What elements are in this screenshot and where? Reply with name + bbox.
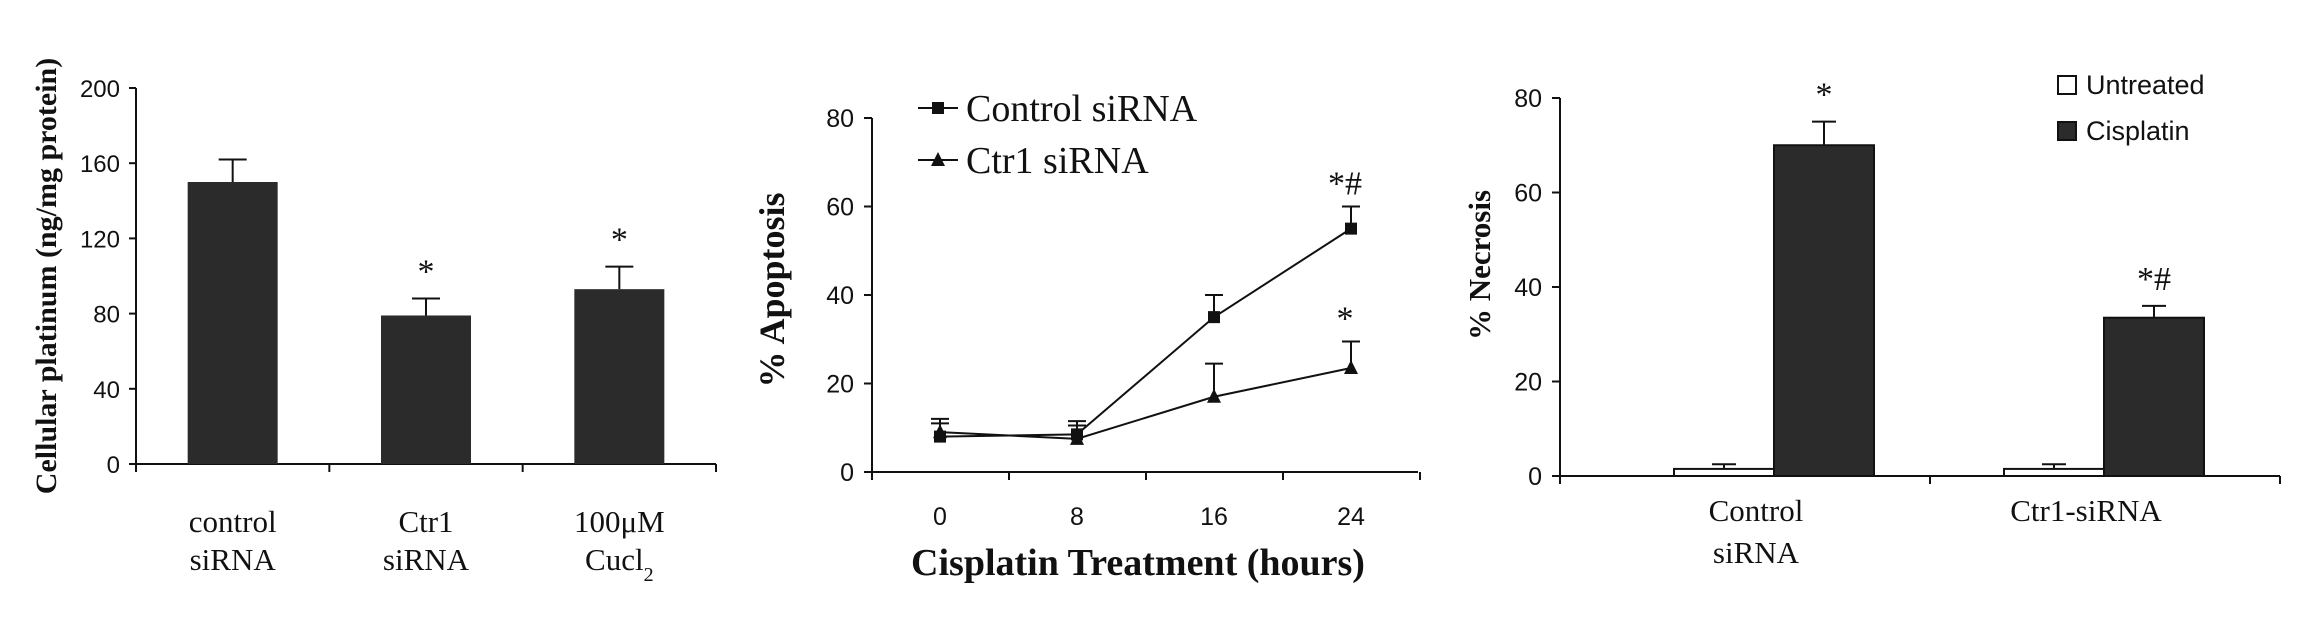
apoptosis-x-tick-label: 0 bbox=[933, 503, 947, 531]
necrosis-y-tick-label: 0 bbox=[1528, 463, 1542, 491]
necrosis-significance-label: *# bbox=[2137, 261, 2171, 298]
platinum-bars: ** bbox=[187, 158, 665, 464]
necrosis-category-label: siRNA bbox=[1713, 535, 1800, 570]
necrosis-legend-label: Cisplatin bbox=[2086, 116, 2190, 146]
apoptosis-significance-label: * bbox=[1337, 300, 1354, 337]
apoptosis-x-tick-label: 16 bbox=[1200, 503, 1228, 531]
necrosis-cisplatin-bar bbox=[2103, 316, 2205, 477]
platinum-y-tick-label: 120 bbox=[80, 226, 120, 253]
necrosis-legend-label: Untreated bbox=[2086, 70, 2205, 100]
platinum-bar bbox=[381, 315, 471, 464]
apoptosis-legend-label: Ctr1 siRNA bbox=[966, 140, 1149, 182]
apoptosis-series-line bbox=[939, 367, 1352, 440]
platinum-chart: Cellular platinum (ng/mg protein) 0 40 80 1… bbox=[30, 58, 717, 586]
apoptosis-y-tick-label: 0 bbox=[840, 459, 854, 487]
platinum-category-label: siRNA bbox=[190, 542, 277, 577]
apoptosis-y-tick-label: 20 bbox=[826, 371, 854, 399]
necrosis-category-labels: Control siRNA Ctr1-siRNA bbox=[1709, 493, 2163, 570]
apoptosis-triangle-marker bbox=[1344, 360, 1358, 375]
apoptosis-y-tick-label: 80 bbox=[826, 105, 854, 133]
platinum-y-label: Cellular platinum (ng/mg protein) bbox=[30, 58, 63, 494]
apoptosis-triangle-marker bbox=[1207, 388, 1221, 403]
apoptosis-y-tick-label: 60 bbox=[826, 194, 854, 222]
necrosis-y-tick-label: 40 bbox=[1514, 274, 1542, 302]
platinum-y-tick-label: 200 bbox=[80, 76, 120, 103]
necrosis-category-label: Ctr1-siRNA bbox=[2010, 493, 2162, 528]
apoptosis-y-ticks: 0 20 40 60 80 bbox=[826, 105, 872, 487]
platinum-category-label: Ctr1 bbox=[398, 504, 453, 539]
apoptosis-x-tick-label: 24 bbox=[1337, 503, 1365, 531]
necrosis-chart: % Necrosis 0 20 40 60 80 * *# Control siRNA Ctr… bbox=[1462, 70, 2281, 570]
apoptosis-series: *# * bbox=[931, 166, 1362, 445]
apoptosis-legend-triangle-marker bbox=[931, 152, 945, 166]
platinum-category-label: siRNA bbox=[383, 542, 470, 577]
necrosis-x-ticks bbox=[1559, 476, 2281, 484]
platinum-x-ticks bbox=[135, 464, 717, 472]
necrosis-significance-label: * bbox=[1816, 77, 1833, 114]
apoptosis-significance-label: *# bbox=[1328, 166, 1362, 203]
necrosis-y-ticks: 0 20 40 60 80 bbox=[1514, 85, 1560, 491]
apoptosis-chart: % Apoptosis Cisplatin Treatment (hours) … bbox=[752, 88, 1421, 584]
apoptosis-x-ticks: 0 8 16 24 bbox=[871, 472, 1421, 531]
necrosis-legend-untreated-swatch bbox=[2057, 75, 2077, 95]
necrosis-bars: * *# bbox=[1673, 77, 2205, 478]
apoptosis-triangle-marker bbox=[1070, 430, 1084, 445]
apoptosis-legend-square-marker bbox=[932, 102, 944, 114]
platinum-significance-label: * bbox=[418, 254, 435, 291]
apoptosis-triangle-marker bbox=[933, 424, 947, 439]
apoptosis-x-label: Cisplatin Treatment (hours) bbox=[911, 542, 1365, 584]
necrosis-y-label: % Necrosis bbox=[1462, 190, 1497, 340]
necrosis-y-tick-label: 80 bbox=[1514, 85, 1542, 113]
platinum-category-label: control bbox=[189, 504, 277, 539]
apoptosis-legend: Control siRNA Ctr1 siRNA bbox=[918, 88, 1198, 182]
platinum-category-label: 100μM bbox=[574, 504, 665, 539]
necrosis-y-tick-label: 20 bbox=[1514, 369, 1542, 397]
necrosis-cisplatin-bar bbox=[1773, 144, 1875, 477]
platinum-significance-label: * bbox=[611, 222, 628, 259]
platinum-y-tick-label: 160 bbox=[80, 151, 120, 178]
platinum-y-tick-label: 80 bbox=[93, 302, 120, 329]
apoptosis-series-line bbox=[939, 227, 1352, 438]
apoptosis-legend-label: Control siRNA bbox=[966, 88, 1198, 130]
apoptosis-x-tick-label: 8 bbox=[1070, 503, 1084, 531]
necrosis-y-tick-label: 60 bbox=[1514, 180, 1542, 208]
platinum-bar bbox=[187, 182, 278, 464]
platinum-bar bbox=[574, 289, 665, 464]
apoptosis-y-label: % Apoptosis bbox=[752, 192, 792, 387]
apoptosis-square-marker bbox=[1208, 311, 1220, 324]
necrosis-category-label: Control bbox=[1709, 493, 1804, 528]
platinum-category-subscript: 2 bbox=[644, 564, 654, 586]
platinum-category-label: Cucl2 bbox=[585, 542, 654, 586]
necrosis-untreated-bar bbox=[2003, 467, 2105, 478]
platinum-y-tick-label: 0 bbox=[107, 452, 120, 479]
apoptosis-square-marker bbox=[1345, 222, 1357, 235]
necrosis-legend: Untreated Cisplatin bbox=[2057, 70, 2205, 146]
apoptosis-y-tick-label: 40 bbox=[826, 282, 854, 310]
necrosis-legend-cisplatin-swatch bbox=[2057, 121, 2077, 141]
necrosis-untreated-bar bbox=[1673, 467, 1775, 478]
platinum-y-ticks: 0 40 80 120 160 200 bbox=[80, 76, 136, 479]
platinum-y-tick-label: 40 bbox=[93, 377, 120, 404]
